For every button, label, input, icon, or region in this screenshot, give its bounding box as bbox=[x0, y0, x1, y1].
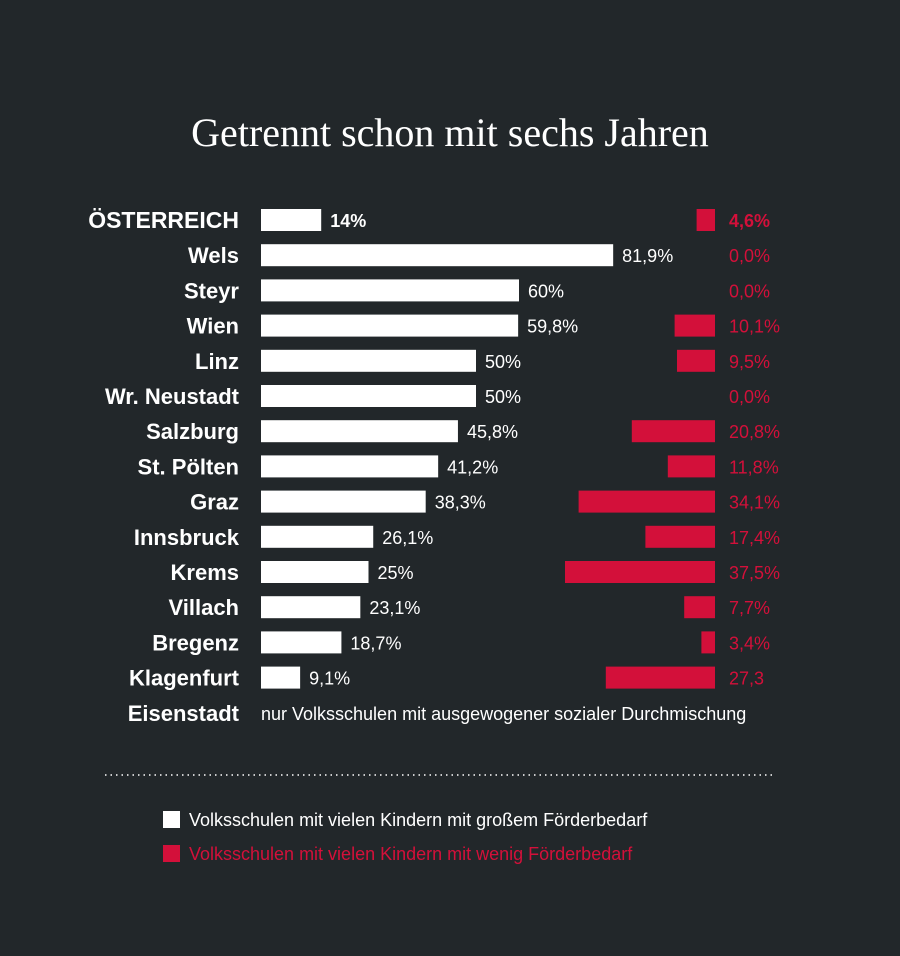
category-label: Graz bbox=[190, 490, 239, 515]
red-bar bbox=[631, 420, 715, 443]
white-bar bbox=[261, 631, 342, 654]
white-bar-label: 23,1% bbox=[369, 598, 420, 618]
category-label: Steyr bbox=[184, 278, 239, 303]
white-bar-label: 50% bbox=[485, 352, 521, 372]
category-label: Wels bbox=[188, 243, 239, 268]
white-bar bbox=[261, 349, 476, 372]
red-bar-label: 17,4% bbox=[729, 528, 780, 548]
legend-label: Volksschulen mit vielen Kindern mit weni… bbox=[189, 844, 633, 864]
white-bar-label: 26,1% bbox=[382, 528, 433, 548]
white-bar-label: 25% bbox=[378, 563, 414, 583]
legend-swatch bbox=[163, 845, 180, 862]
category-label: Linz bbox=[195, 349, 239, 374]
category-label: Bregenz bbox=[152, 630, 239, 655]
category-label: Innsbruck bbox=[134, 525, 240, 550]
red-bar-label: 7,7% bbox=[729, 598, 770, 618]
red-bar-label: 34,1% bbox=[729, 493, 780, 513]
red-bar-label: 37,5% bbox=[729, 563, 780, 583]
white-bar bbox=[261, 420, 458, 443]
red-bar-label: 9,5% bbox=[729, 352, 770, 372]
white-bar-label: 38,3% bbox=[435, 493, 486, 513]
red-bar-label: 20,8% bbox=[729, 422, 780, 442]
category-label: St. Pölten bbox=[138, 454, 239, 479]
white-bar bbox=[261, 279, 519, 302]
red-bar bbox=[701, 631, 715, 654]
category-label: Villach bbox=[168, 595, 239, 620]
white-bar-label: 81,9% bbox=[622, 246, 673, 266]
red-bar bbox=[667, 455, 715, 478]
white-bar-label: 45,8% bbox=[467, 422, 518, 442]
legend: Volksschulen mit vielen Kindern mit groß… bbox=[163, 810, 648, 864]
white-bar bbox=[261, 490, 426, 513]
red-bar bbox=[605, 666, 715, 689]
legend-label: Volksschulen mit vielen Kindern mit groß… bbox=[189, 810, 648, 830]
red-bar-label: 3,4% bbox=[729, 633, 770, 653]
category-label: Klagenfurt bbox=[129, 666, 240, 691]
red-bar bbox=[696, 209, 715, 231]
category-label: Wien bbox=[187, 314, 239, 339]
red-bar bbox=[645, 525, 715, 548]
red-bar-label: 11,8% bbox=[729, 457, 779, 477]
white-bar-label: 60% bbox=[528, 281, 564, 301]
red-bar bbox=[677, 349, 715, 372]
red-bar bbox=[674, 314, 715, 337]
red-bar-label: 0,0% bbox=[729, 281, 770, 301]
chart-title: Getrennt schon mit sechs Jahren bbox=[191, 110, 709, 155]
white-bar bbox=[261, 525, 374, 548]
category-label: Eisenstadt bbox=[128, 701, 240, 726]
red-bar bbox=[684, 596, 715, 619]
white-bar-label: 9,1% bbox=[309, 669, 350, 689]
annotation-note: nur Volksschulen mit ausgewogener sozial… bbox=[261, 704, 746, 724]
red-bar bbox=[578, 490, 715, 513]
white-bar bbox=[261, 666, 301, 689]
white-bar bbox=[261, 561, 369, 583]
red-bar-label: 4,6% bbox=[729, 211, 770, 231]
red-bar-label: 27,3 bbox=[729, 669, 764, 689]
white-bar bbox=[261, 314, 519, 337]
red-bar-label: 0,0% bbox=[729, 246, 770, 266]
red-bar-label: 10,1% bbox=[729, 317, 780, 337]
chart-rows: ÖSTERREICH 14% 4,6% Wels 81,9% 0,0% Steyr 60% 0,… bbox=[88, 207, 780, 726]
white-bar-label: 41,2% bbox=[447, 457, 498, 477]
white-bar bbox=[261, 244, 614, 267]
red-bar bbox=[565, 561, 715, 583]
white-bar-label: 59,8% bbox=[527, 317, 578, 337]
white-bar-label: 14% bbox=[330, 211, 366, 231]
white-bar bbox=[261, 209, 322, 231]
white-bar-label: 50% bbox=[485, 387, 521, 407]
category-label: Salzburg bbox=[146, 419, 239, 444]
white-bar bbox=[261, 596, 361, 619]
category-label: Krems bbox=[171, 560, 239, 585]
category-label: ÖSTERREICH bbox=[88, 207, 239, 233]
white-bar bbox=[261, 385, 476, 407]
category-label: Wr. Neustadt bbox=[105, 384, 240, 409]
red-bar-label: 0,0% bbox=[729, 387, 770, 407]
white-bar-label: 18,7% bbox=[350, 633, 401, 653]
legend-swatch bbox=[163, 811, 180, 828]
white-bar bbox=[261, 455, 439, 478]
